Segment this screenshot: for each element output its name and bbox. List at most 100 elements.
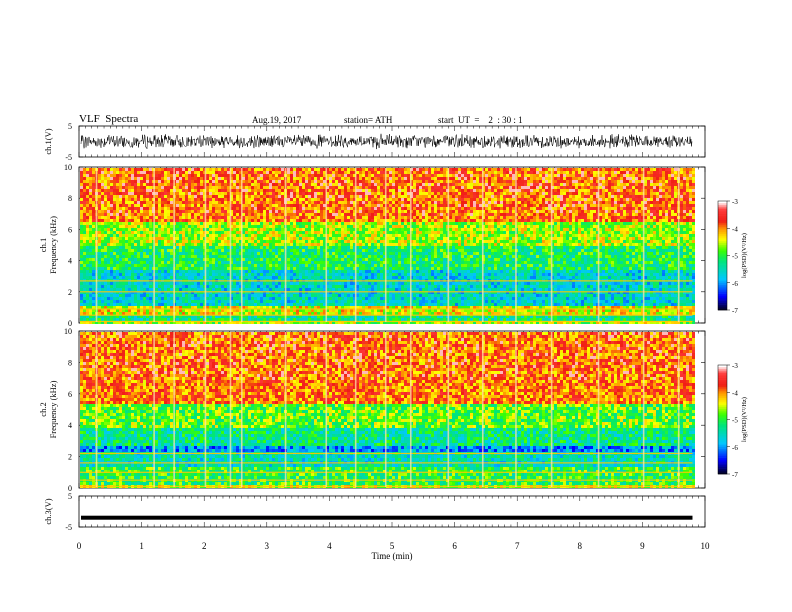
ch2-spectrogram-sferic-5 [240,332,243,487]
ch2-spectrogram-colorbar-cell [718,374,727,377]
ch2-spectrogram-colorbar-cell [718,430,727,433]
xtick-label-7: 7 [515,541,520,551]
ch2-spectrogram-colorbar-cell [718,368,727,371]
ch2-spectrogram-ytick-6: 6 [68,390,72,399]
ch2-spectrogram-colorbar-cell [718,394,727,397]
ch2-spectrogram-colorbar-cell [718,468,727,471]
ch1-spectrogram-colorbar-ticklabel--7: -7 [732,307,738,315]
ch2-spectrogram-colorbar-cell [718,401,727,404]
ch2-spectrogram-colorbar-cell [718,399,727,402]
date-label: Aug.19, 2017 [252,115,301,125]
ch1-spectrogram-colorbar-ticklabel--5: -5 [732,253,738,261]
ch2-spectrogram-colorbar-cell [718,390,727,393]
ch2-spectrogram-sferic-4 [229,332,232,487]
ch1-waveform-trace [80,133,693,150]
ch2-spectrogram-colorbar-ticklabel--5: -5 [732,417,738,425]
ch2-spectrogram-sferic-16 [642,332,645,487]
ch2-spectrogram-colorbar-cell [718,472,727,475]
ch2-spectrogram-colorbar-cell [718,455,727,458]
ch1-spectrogram-colorbar-cell [718,295,727,298]
ch1-spectrogram-colorbar-cell [718,204,727,207]
ch1-spectrogram-sferic-4 [229,168,232,322]
ch1-spectrogram-colorbar-cell [718,211,727,215]
ch1-spectrogram-sferic-13 [515,168,517,322]
xtick-label-3: 3 [265,541,270,551]
ch2-spectrogram-sferic-12 [481,332,484,487]
ch2-spectrogram-ytick-8: 8 [68,358,72,367]
ch2-spectrogram-colorbar-cell [718,404,727,408]
ch2-spectrogram-colorbar-cell [718,450,727,453]
ch1-spectrogram-ylabel-0: ch.1 [38,238,48,252]
ch1-spectrogram-colorbar-cell [718,231,727,234]
ch1-spectrogram-colorbar-cell [718,300,727,304]
xtick-label-9: 9 [640,541,645,551]
ch2-spectrogram-colorbar-cell [718,432,727,435]
ch1-spectrogram-colorbar-cell [718,286,727,289]
ch1-spectrogram-colorbar-cell [718,230,727,233]
ch1-spectrogram-colorbar-cell [718,288,727,291]
ch2-spectrogram-colorbar-cell [718,370,727,373]
ch3-waveform-ytick--5: -5 [65,523,72,532]
ch2-spectrogram-colorbar-cell [718,388,727,391]
ch2-spectrogram-colorbar-cell [718,372,727,375]
ch2-spectrogram-sferic-14 [550,332,553,487]
ch1-spectrogram-colorbar-cell [718,228,727,231]
ch1-spectrogram-colorbar-cell [718,237,727,240]
ch1-spectrogram-colorbar-cell [718,259,727,262]
ch2-spectrogram-sferic-13 [515,332,517,487]
ch1-spectrogram-ytick-8: 8 [68,194,72,203]
ch1-spectrogram-colorbar-cell [718,219,727,222]
ch1-spectrogram-colorbar-cell [718,215,727,218]
ch2-spectrogram-colorbar-cell [718,414,727,417]
xtick-label-6: 6 [452,541,457,551]
ch2-spectrogram-colorbar-cell [718,444,727,448]
ch1-spectrogram-colorbar-cell [718,302,727,305]
ch1-spectrogram-colorbar-cell [718,308,727,311]
ch2-spectrogram-colorbar-ticklabel--6: -6 [732,444,738,452]
ch2-spectrogram-colorbar-cell [718,423,727,426]
ch1-spectrogram-colorbar-cell [718,244,727,247]
ch1-spectrogram-colorbar-cell [718,217,727,220]
xtick-label-2: 2 [202,541,207,551]
ch1-spectrogram-colorbar-cell [718,268,727,271]
ch1-spectrogram-sferic-14 [550,168,553,322]
ch1-spectrogram-ytick-4: 4 [68,257,72,266]
ch2-spectrogram-sferic-1 [153,332,155,487]
ch1-spectrogram-colorbar-cell [718,277,727,280]
ch2-spectrogram-colorbar-cell [718,412,727,415]
ch2-spectrogram-colorbar-cell [718,392,727,395]
ch2-spectrogram-ylabel-1: Frequency (kHz) [48,380,58,438]
ch2-spectrogram-colorbar-cell [718,434,727,437]
ch1-spectrogram-image [80,168,695,324]
ch2-spectrogram-colorbar-cell [718,397,727,400]
ch2-spectrogram-sferic-2 [173,332,175,487]
ch2-spectrogram-colorbar-cell [718,415,727,418]
station-label: station= ATH [344,115,392,125]
ch1-spectrogram-colorbar-cell [718,233,727,236]
ch2-spectrogram-image [80,332,695,488]
ch2-spectrogram-colorbar-cell [718,395,727,398]
xtick-label-0: 0 [77,541,82,551]
ch1-spectrogram-colorbar-cell [718,290,727,293]
ch1-spectrogram-colorbar-cell [718,275,727,278]
ch2-spectrogram-colorbar-cell [718,403,727,406]
ch2-spectrogram-colorbar-cell [718,424,727,428]
ch1-spectrogram-colorbar-cell [718,280,727,284]
ch2-spectrogram-sferic-6 [284,332,287,487]
ch1-spectrogram-ylabel-1: Frequency (kHz) [48,216,58,274]
ch2-spectrogram-colorbar-cell [718,437,727,440]
ch2-spectrogram-ytick-2: 2 [68,453,72,462]
ch1-spectrogram-sferic-3 [204,168,207,322]
ch2-spectrogram-ytick-4: 4 [68,421,72,430]
ch2-spectrogram-colorbar-cell [718,383,727,386]
ch1-spectrogram-colorbar-cell [718,206,727,209]
ch2-spectrogram-colorbar-cell [718,466,727,469]
ch1-spectrogram-colorbar-ticklabel--6: -6 [732,280,738,288]
xtick-label-1: 1 [139,541,144,551]
ch1-spectrogram-colorbar-cell [718,208,727,211]
ch1-spectrogram-colorbar-cell [718,260,727,264]
ch2-spectrogram-colorbar-cell [718,417,727,420]
ch2-spectrogram-colorbar-cell [718,457,727,460]
ch1-spectrogram-colorbar-cell [718,246,727,249]
ch1-spectrogram-colorbar-cell [718,306,727,309]
